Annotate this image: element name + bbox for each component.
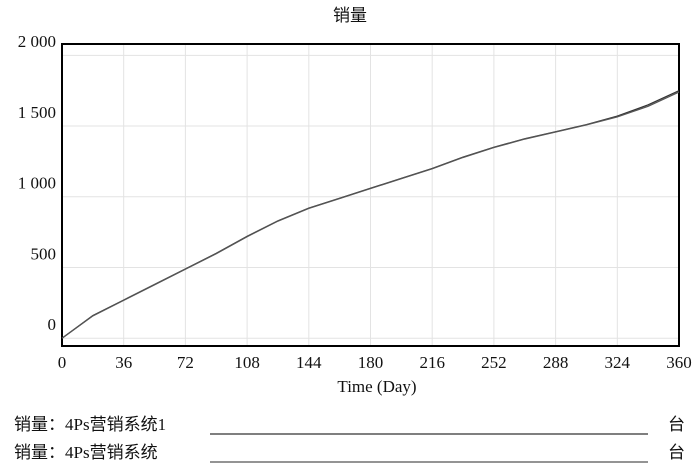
x-tick-label: 324 [605,353,631,372]
legend-unit: 台 [668,415,685,434]
x-tick-label: 36 [115,353,132,372]
chart-title: 销量 [333,6,367,25]
x-tick-label: 72 [177,353,194,372]
y-tick-label: 0 [48,315,57,334]
x-tick-label: 108 [234,353,260,372]
legend-label: 销量：4Ps营销系统 [14,443,158,462]
x-axis-label: Time (Day) [337,377,416,396]
x-tick-label: 360 [666,353,692,372]
plot-frame [61,43,680,347]
y-tick-label: 1 000 [18,174,56,193]
legend-unit: 台 [668,443,685,462]
x-tick-label: 288 [543,353,569,372]
y-tick-label: 1 500 [18,103,56,122]
x-tick-label: 252 [481,353,507,372]
y-tick-label: 500 [31,244,57,263]
y-tick-label: 2 000 [18,32,56,51]
x-tick-label: 216 [419,353,445,372]
x-tick-label: 180 [358,353,384,372]
legend-label: 销量：4Ps营销系统1 [14,415,166,434]
x-tick-label: 0 [58,353,67,372]
x-tick-label: 144 [296,353,322,372]
series-line [61,91,680,339]
